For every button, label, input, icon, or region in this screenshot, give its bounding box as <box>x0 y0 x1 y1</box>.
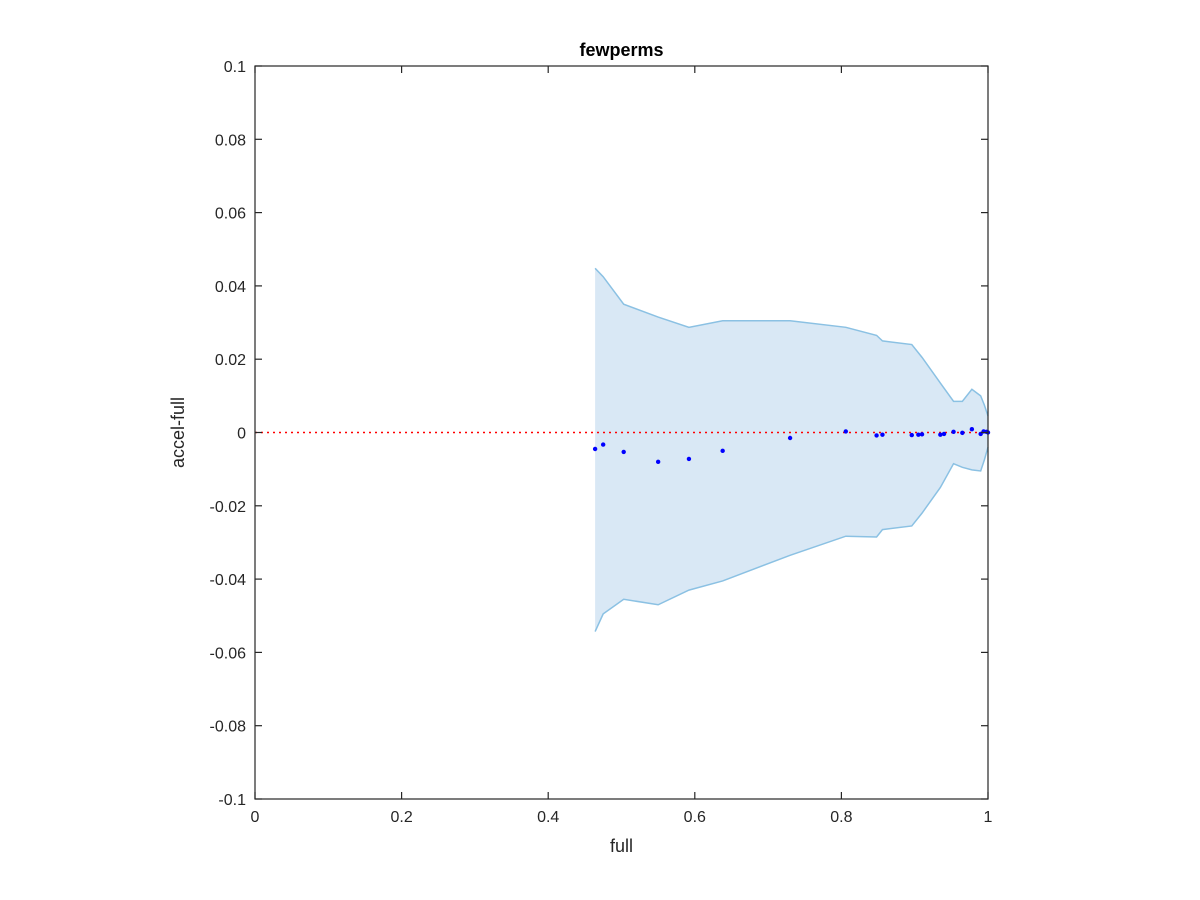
data-point <box>951 429 956 434</box>
x-tick-label: 0.2 <box>390 809 412 826</box>
y-tick-label: 0.04 <box>215 279 246 296</box>
y-tick-label: 0 <box>237 426 246 443</box>
data-point <box>916 432 921 437</box>
y-axis-label: accel-full <box>168 397 188 468</box>
data-point <box>874 433 879 438</box>
x-tick-label: 0.6 <box>684 809 706 826</box>
confidence-band-upper-edge <box>594 267 989 417</box>
y-tick-label: 0.08 <box>215 132 246 149</box>
scatter-points-layer <box>592 427 991 465</box>
data-point <box>960 430 965 436</box>
data-point <box>969 427 975 432</box>
tick-layer: 0 0.2 0.4 0.6 0.8 1 -0.1 -0.08 -0.06 -0.04 -0.02 0 0… <box>210 59 993 826</box>
x-axis-label: full <box>610 836 633 856</box>
chart-title: fewperms <box>579 40 663 60</box>
data-point <box>941 431 947 437</box>
x-tick-label: 0 <box>251 809 260 826</box>
y-tick-label: 0.1 <box>224 59 246 76</box>
data-point <box>787 435 793 441</box>
data-point <box>600 442 606 447</box>
data-point <box>880 432 885 437</box>
data-point <box>720 448 725 454</box>
y-tick-label: -0.06 <box>210 645 247 662</box>
data-point <box>592 446 598 452</box>
data-point <box>919 432 925 437</box>
y-tick-label: 0.06 <box>215 206 246 223</box>
x-tick-label: 0.4 <box>537 809 559 826</box>
confidence-band-lower-edge <box>594 446 989 632</box>
y-tick-label: -0.08 <box>210 719 247 736</box>
data-point <box>621 449 626 455</box>
y-tick-label: -0.04 <box>210 572 247 589</box>
data-point <box>655 459 661 465</box>
x-tick-label: 1 <box>984 809 993 826</box>
data-point <box>938 432 943 437</box>
data-point <box>843 429 848 434</box>
y-tick-label: -0.1 <box>218 792 246 809</box>
data-point <box>686 456 692 462</box>
confidence-band-layer <box>594 267 989 632</box>
confidence-band-fill <box>595 268 988 632</box>
y-tick-label: 0.02 <box>215 352 246 369</box>
x-tick-label: 0.8 <box>830 809 852 826</box>
y-tick-label: -0.02 <box>210 499 247 516</box>
data-point <box>909 432 914 438</box>
